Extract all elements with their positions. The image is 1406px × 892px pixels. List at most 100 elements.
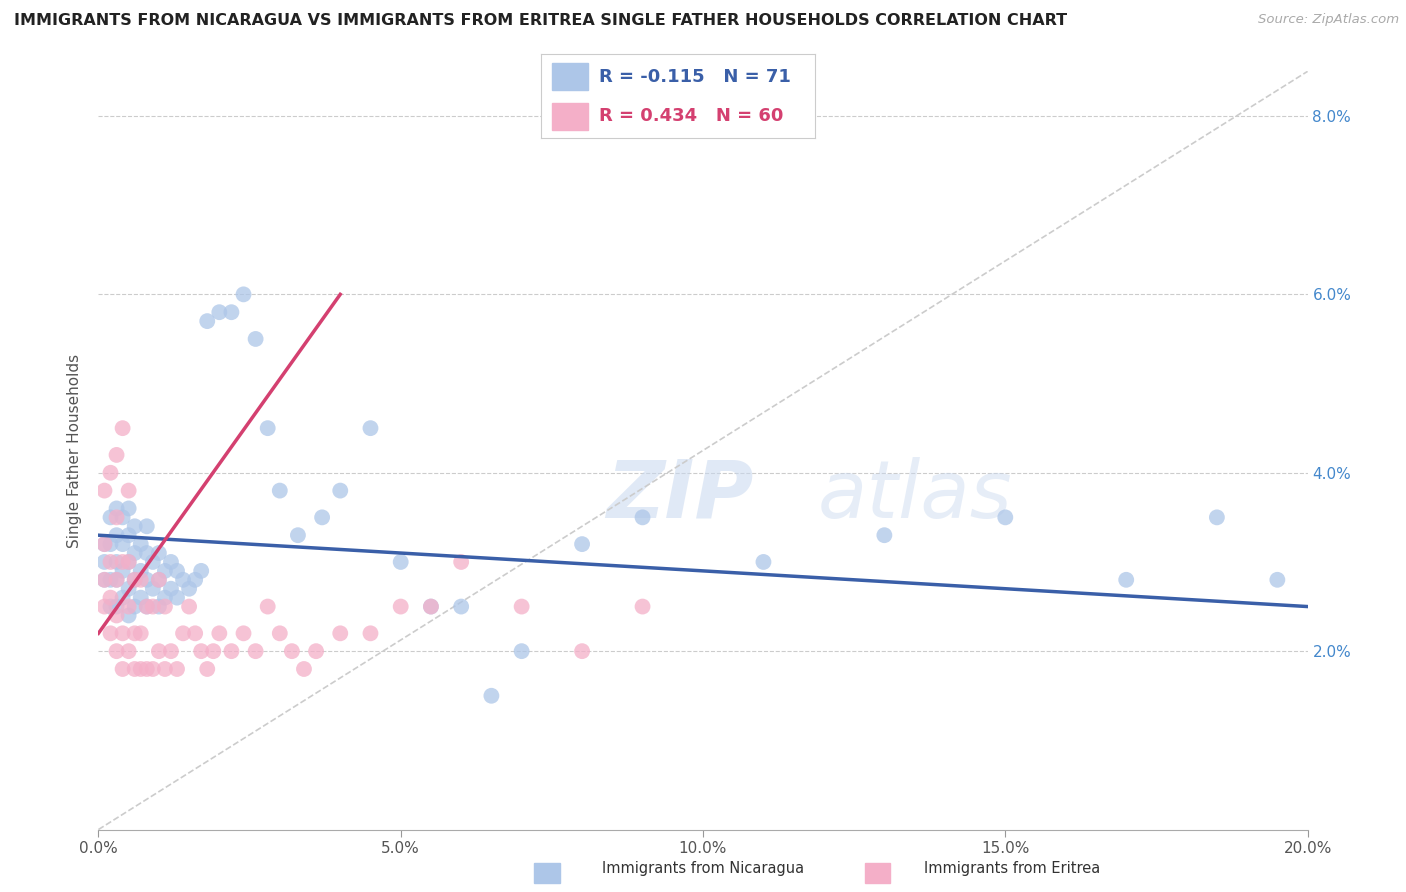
Point	[100, 555, 122, 569]
Point	[221, 305, 243, 319]
Point	[142, 582, 165, 596]
Point	[135, 573, 157, 587]
Point	[195, 662, 218, 676]
Point	[93, 537, 115, 551]
Point	[450, 599, 472, 614]
Point	[129, 537, 152, 551]
Point	[124, 573, 146, 587]
Point	[208, 305, 231, 319]
Point	[232, 287, 254, 301]
Point	[100, 599, 122, 614]
Point	[93, 599, 115, 614]
Point	[631, 599, 654, 614]
Point	[179, 599, 201, 614]
Point	[179, 582, 201, 596]
Point	[129, 573, 152, 587]
Bar	[553, 62, 588, 90]
Point	[93, 573, 115, 587]
Point	[153, 662, 176, 676]
Text: Immigrants from Eritrea: Immigrants from Eritrea	[924, 861, 1101, 876]
Point	[752, 555, 775, 569]
Point	[160, 582, 183, 596]
Point	[221, 644, 243, 658]
Point	[256, 599, 278, 614]
Text: IMMIGRANTS FROM NICARAGUA VS IMMIGRANTS FROM ERITREA SINGLE FATHER HOUSEHOLDS CO: IMMIGRANTS FROM NICARAGUA VS IMMIGRANTS …	[14, 13, 1067, 29]
Point	[202, 644, 225, 658]
Point	[118, 501, 141, 516]
Point	[129, 564, 152, 578]
Point	[195, 314, 218, 328]
Point	[269, 626, 291, 640]
Point	[153, 591, 176, 605]
Point	[93, 555, 115, 569]
Text: R = 0.434   N = 60: R = 0.434 N = 60	[599, 107, 783, 125]
Point	[148, 546, 170, 560]
Point	[1115, 573, 1137, 587]
Point	[100, 537, 122, 551]
Point	[93, 573, 115, 587]
Point	[105, 528, 128, 542]
Point	[148, 599, 170, 614]
Point	[166, 591, 188, 605]
Point	[124, 519, 146, 533]
Point	[129, 591, 152, 605]
Point	[166, 564, 188, 578]
Point	[105, 599, 128, 614]
Point	[329, 626, 352, 640]
Point	[105, 608, 128, 623]
Point	[100, 466, 122, 480]
Point	[118, 608, 141, 623]
Point	[184, 573, 207, 587]
Point	[160, 555, 183, 569]
Point	[360, 626, 382, 640]
Point	[100, 591, 122, 605]
Point	[873, 528, 896, 542]
Point	[160, 644, 183, 658]
Point	[124, 599, 146, 614]
Point	[124, 573, 146, 587]
Point	[111, 591, 134, 605]
Point	[105, 573, 128, 587]
Point	[172, 573, 194, 587]
Point	[118, 528, 141, 542]
Point	[281, 644, 304, 658]
Point	[111, 421, 134, 435]
Point	[105, 448, 128, 462]
Point	[311, 510, 333, 524]
Point	[208, 626, 231, 640]
Point	[269, 483, 291, 498]
Point	[105, 644, 128, 658]
Point	[118, 644, 141, 658]
Point	[111, 626, 134, 640]
Y-axis label: Single Father Households: Single Father Households	[67, 353, 83, 548]
Point	[172, 626, 194, 640]
Point	[124, 626, 146, 640]
Text: R = -0.115   N = 71: R = -0.115 N = 71	[599, 68, 790, 86]
Point	[111, 555, 134, 569]
Point	[360, 421, 382, 435]
Point	[631, 510, 654, 524]
Point	[166, 662, 188, 676]
Point	[190, 564, 212, 578]
Point	[142, 599, 165, 614]
Point	[105, 501, 128, 516]
Point	[129, 662, 152, 676]
Point	[450, 555, 472, 569]
Point	[135, 599, 157, 614]
Point	[1206, 510, 1229, 524]
Point	[111, 662, 134, 676]
Point	[245, 644, 267, 658]
Point	[118, 582, 141, 596]
Point	[153, 564, 176, 578]
Point	[510, 644, 533, 658]
Point	[305, 644, 328, 658]
Point	[481, 689, 503, 703]
Point	[389, 555, 412, 569]
Point	[389, 599, 412, 614]
Point	[245, 332, 267, 346]
Point	[148, 573, 170, 587]
Point	[571, 537, 593, 551]
Bar	[553, 103, 588, 130]
Text: Source: ZipAtlas.com: Source: ZipAtlas.com	[1258, 13, 1399, 27]
Point	[93, 537, 115, 551]
